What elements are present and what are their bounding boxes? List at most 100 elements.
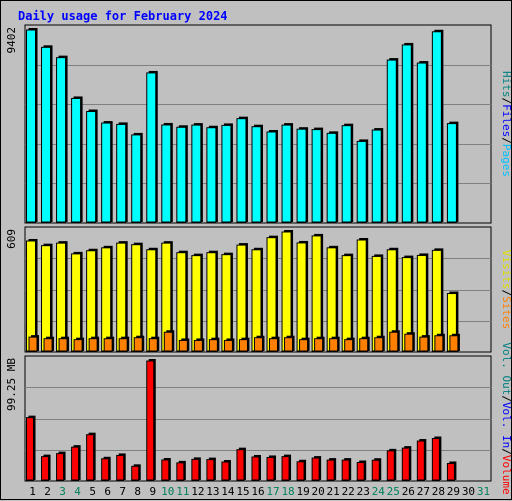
- bar-volume-day-13: [206, 459, 215, 481]
- legend-separator: /: [500, 98, 512, 105]
- legend-volume: Vol. Out/Vol. In/Volume: [500, 342, 512, 494]
- x-tick-label: 11: [176, 485, 189, 498]
- bar-visits-day-11: [176, 252, 187, 352]
- bar-volume-day-27: [416, 440, 425, 481]
- bar-volume-day-28: [431, 438, 440, 481]
- bar-volume-day-22: [341, 459, 350, 481]
- bar-volume-day-11: [176, 462, 185, 481]
- bar-visits-day-9: [146, 249, 157, 352]
- x-tick-label: 5: [89, 485, 96, 498]
- bar-visits-day-12: [191, 255, 202, 352]
- x-tick-label: 30: [462, 485, 475, 498]
- bar-visits-day-23: [356, 239, 367, 352]
- bar-visits-day-22: [341, 255, 352, 352]
- bar-hits-day-2: [41, 46, 52, 223]
- bar-visits-day-21: [326, 247, 337, 352]
- bar-visits-day-18: [281, 231, 292, 352]
- bar-volume-day-15: [236, 449, 245, 481]
- y-max-label-hits: 9402: [5, 27, 18, 54]
- x-tick-label: 20: [312, 485, 325, 498]
- x-tick-label: 10: [161, 485, 174, 498]
- bar-volume-day-1: [26, 417, 34, 481]
- bar-sites-day-21: [329, 338, 339, 352]
- bar-sites-day-3: [58, 338, 68, 352]
- bar-sites-day-6: [103, 338, 113, 352]
- bar-sites-day-11: [178, 339, 188, 352]
- bar-sites-day-27: [419, 336, 429, 352]
- bar-volume-day-7: [116, 454, 125, 481]
- bar-visits-day-15: [236, 244, 247, 352]
- legend-item: Vol. Out: [500, 342, 512, 395]
- bar-volume-day-26: [401, 447, 410, 481]
- bar-volume-day-3: [56, 453, 65, 481]
- bar-hits-day-24: [371, 129, 382, 223]
- x-tick-label: 26: [402, 485, 415, 498]
- bar-volume-day-9: [146, 360, 155, 481]
- bar-hits-day-19: [296, 128, 307, 223]
- bar-sites-day-24: [374, 337, 384, 352]
- x-tick-label: 1: [29, 485, 36, 498]
- x-tick-label: 13: [206, 485, 219, 498]
- legend-separator: /: [500, 137, 512, 144]
- bar-sites-day-20: [314, 338, 324, 352]
- bar-visits-day-20: [311, 235, 322, 352]
- x-tick-label: 15: [236, 485, 249, 498]
- bar-sites-day-5: [88, 338, 98, 352]
- x-tick-label: 23: [357, 485, 370, 498]
- bar-volume-day-24: [371, 459, 380, 481]
- bar-sites-day-23: [359, 338, 369, 352]
- bar-sites-day-9: [148, 338, 158, 352]
- bar-hits-day-9: [146, 72, 157, 223]
- bar-visits-day-7: [116, 242, 127, 352]
- plot-frame-volume: [24, 355, 492, 482]
- y-max-label-visits: 609: [5, 229, 18, 249]
- bar-sites-day-28: [434, 335, 444, 352]
- bar-visits-day-6: [101, 247, 112, 352]
- bar-volume-day-6: [101, 458, 110, 481]
- legend-item: Pages: [500, 144, 512, 177]
- bar-visits-day-8: [131, 244, 142, 352]
- bar-sites-day-14: [223, 339, 233, 352]
- legend-hits: Hits/Files/Pages: [500, 71, 512, 177]
- legend-separator: /: [500, 448, 512, 455]
- bar-sites-day-4: [73, 339, 83, 352]
- bar-hits-day-16: [251, 126, 262, 223]
- bar-volume-day-29: [446, 462, 455, 481]
- x-tick-label: 29: [447, 485, 460, 498]
- bar-sites-day-29: [449, 335, 459, 352]
- bar-visits-day-13: [206, 252, 217, 352]
- bar-volume-day-8: [131, 465, 140, 481]
- x-tick-label: 14: [221, 485, 235, 498]
- bar-hits-day-18: [281, 124, 292, 223]
- bar-volume-day-23: [356, 461, 365, 481]
- bar-sites-day-2: [43, 338, 53, 352]
- x-tick-label: 7: [119, 485, 126, 498]
- bar-sites-day-22: [344, 339, 354, 352]
- bar-visits-day-1: [26, 240, 36, 352]
- bar-volume-day-25: [386, 450, 395, 481]
- bar-sites-day-8: [133, 337, 143, 352]
- x-tick-label: 6: [104, 485, 111, 498]
- bar-volume-day-21: [326, 459, 335, 481]
- legend-separator: /: [500, 290, 512, 297]
- bar-volume-day-14: [221, 461, 230, 481]
- x-tick-label: 17: [266, 485, 279, 498]
- legend-item: Files: [500, 104, 512, 137]
- bar-volume-day-12: [191, 458, 200, 481]
- bar-hits-day-3: [56, 57, 67, 223]
- x-tick-label: 28: [432, 485, 445, 498]
- x-tick-label: 21: [327, 485, 340, 498]
- bar-sites-day-18: [284, 337, 294, 352]
- x-tick-label: 24: [372, 485, 386, 498]
- bar-sites-day-25: [389, 331, 399, 352]
- bar-sites-day-26: [404, 333, 414, 352]
- bar-sites-day-12: [193, 339, 203, 352]
- bar-hits-day-10: [161, 124, 172, 223]
- x-tick-label: 16: [251, 485, 264, 498]
- x-tick-label: 18: [281, 485, 294, 498]
- bar-hits-day-21: [326, 132, 337, 223]
- x-tick-label: 3: [59, 485, 66, 498]
- x-tick-label: 31: [477, 485, 490, 498]
- bar-hits-day-6: [101, 122, 112, 223]
